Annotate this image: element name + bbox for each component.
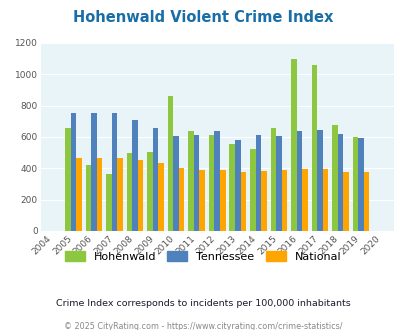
Bar: [132, 120, 138, 231]
Bar: [249, 149, 255, 231]
Bar: [342, 172, 348, 231]
Bar: [270, 128, 275, 231]
Bar: [188, 131, 194, 231]
Bar: [76, 158, 81, 231]
Bar: [234, 140, 240, 231]
Bar: [138, 160, 143, 231]
Bar: [147, 152, 152, 231]
Bar: [296, 131, 301, 231]
Bar: [220, 170, 225, 231]
Bar: [357, 138, 363, 231]
Bar: [96, 158, 102, 231]
Bar: [199, 170, 205, 231]
Text: Crime Index corresponds to incidents per 100,000 inhabitants: Crime Index corresponds to incidents per…: [55, 299, 350, 308]
Bar: [301, 169, 307, 231]
Bar: [290, 59, 296, 231]
Bar: [260, 172, 266, 231]
Bar: [229, 144, 234, 231]
Bar: [209, 135, 214, 231]
Bar: [91, 113, 96, 231]
Bar: [167, 96, 173, 231]
Text: Hohenwald Violent Crime Index: Hohenwald Violent Crime Index: [72, 10, 333, 25]
Bar: [255, 135, 260, 231]
Bar: [337, 134, 342, 231]
Bar: [152, 128, 158, 231]
Bar: [179, 168, 184, 231]
Bar: [322, 169, 327, 231]
Bar: [117, 158, 123, 231]
Bar: [106, 174, 111, 231]
Legend: Hohenwald, Tennessee, National: Hohenwald, Tennessee, National: [60, 247, 345, 267]
Text: © 2025 CityRating.com - https://www.cityrating.com/crime-statistics/: © 2025 CityRating.com - https://www.city…: [64, 322, 341, 330]
Bar: [85, 165, 91, 231]
Bar: [363, 172, 369, 231]
Bar: [158, 163, 164, 231]
Bar: [65, 128, 70, 231]
Bar: [214, 131, 220, 231]
Bar: [311, 65, 316, 231]
Bar: [331, 125, 337, 231]
Bar: [240, 172, 245, 231]
Bar: [111, 113, 117, 231]
Bar: [316, 130, 322, 231]
Bar: [275, 136, 281, 231]
Bar: [281, 170, 286, 231]
Bar: [352, 137, 357, 231]
Bar: [173, 136, 179, 231]
Bar: [194, 135, 199, 231]
Bar: [126, 152, 132, 231]
Bar: [70, 113, 76, 231]
